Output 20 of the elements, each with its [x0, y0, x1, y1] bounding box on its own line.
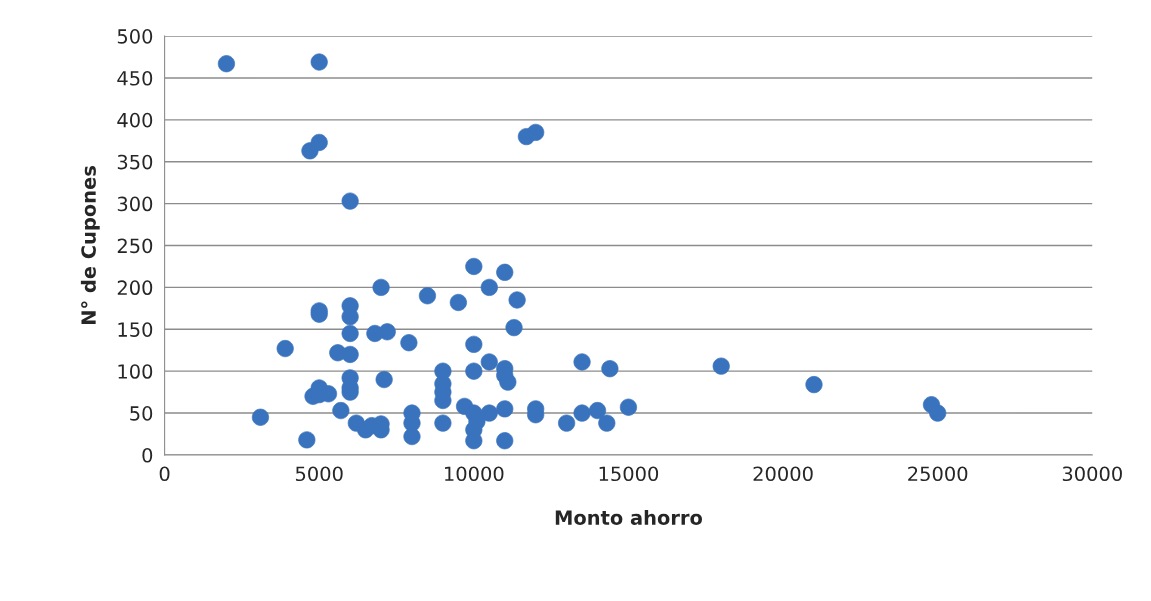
- x-axis-title: Monto ahorro: [555, 509, 703, 525]
- y-tick-label: 350: [117, 154, 153, 170]
- y-tick-label: 500: [117, 29, 153, 44]
- y-tick-label: 400: [117, 112, 153, 128]
- y-tick-label: 450: [117, 70, 153, 86]
- x-tick-label: 20000: [753, 466, 813, 482]
- x-tick-label: 5000: [295, 466, 343, 482]
- y-tick-label: 100: [118, 364, 153, 379]
- y-axis-title: N° de Cupones: [80, 166, 100, 325]
- x-tick-label: 25000: [908, 466, 968, 482]
- y-tick-label: 0: [142, 447, 153, 463]
- y-tick-label: 200: [117, 280, 153, 296]
- x-tick-label: 15000: [599, 466, 659, 482]
- x-tick-label: 0: [159, 466, 170, 482]
- y-tick-label: 250: [117, 238, 153, 254]
- y-tick-label: 300: [117, 196, 153, 212]
- x-tick-label: 10000: [445, 466, 504, 482]
- y-tick-label: 150: [118, 322, 153, 337]
- x-tick-label: 30000: [1062, 466, 1122, 482]
- y-tick-label: 50: [130, 406, 153, 421]
